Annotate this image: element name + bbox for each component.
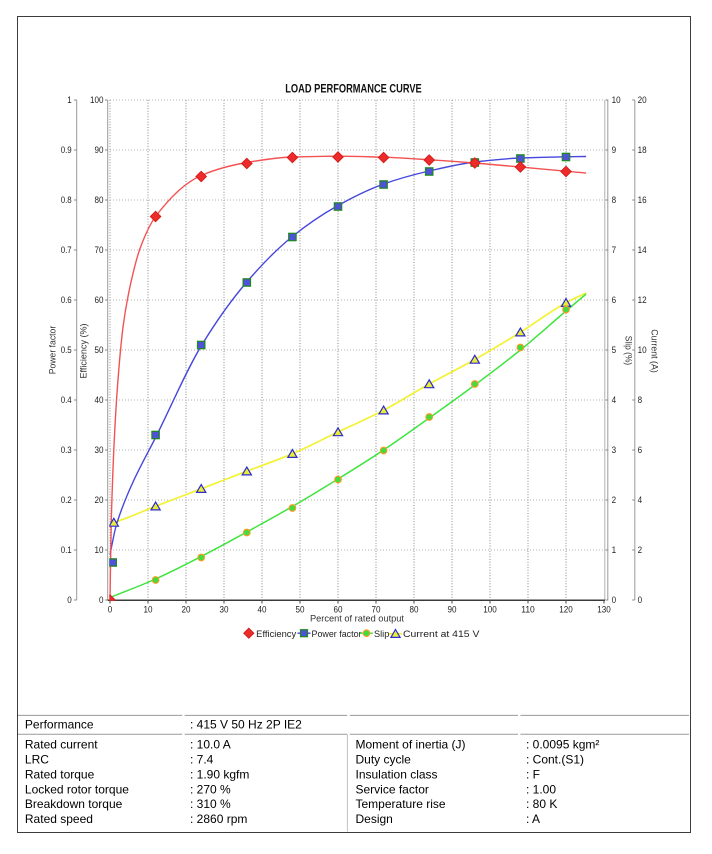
svg-text:90: 90 <box>448 604 457 615</box>
svg-text:0.5: 0.5 <box>61 345 72 356</box>
svg-text:7: 7 <box>612 245 617 256</box>
svg-text:10: 10 <box>144 604 153 615</box>
svg-text:6: 6 <box>612 295 617 306</box>
svg-text:16: 16 <box>638 195 647 206</box>
svg-text:1: 1 <box>612 545 617 556</box>
svg-text:Percent of rated output: Percent of rated output <box>310 614 405 624</box>
svg-text:20: 20 <box>95 495 104 506</box>
svg-text:0.4: 0.4 <box>61 395 72 406</box>
svg-text:2: 2 <box>638 545 643 556</box>
svg-text:Current (A): Current (A) <box>650 329 660 373</box>
svg-text:: Cont.(S1): : Cont.(S1) <box>526 753 584 767</box>
svg-text:0: 0 <box>638 595 643 606</box>
svg-text:4: 4 <box>612 395 617 406</box>
svg-text:3: 3 <box>612 445 617 456</box>
svg-text:60: 60 <box>95 295 104 306</box>
svg-text:Breakdown torque: Breakdown torque <box>25 797 123 811</box>
svg-text:14: 14 <box>638 245 647 256</box>
svg-text:130: 130 <box>597 604 611 615</box>
svg-text:Efficiency: Efficiency <box>256 629 297 639</box>
svg-text:Slip (%): Slip (%) <box>624 336 634 366</box>
svg-text:120: 120 <box>559 604 573 615</box>
svg-text:4: 4 <box>638 495 643 506</box>
svg-text:10: 10 <box>95 545 104 556</box>
svg-text:1: 1 <box>67 95 72 106</box>
svg-text:LOAD PERFORMANCE CURVE: LOAD PERFORMANCE CURVE <box>285 84 422 96</box>
svg-text:: 1.90 kgfm: : 1.90 kgfm <box>190 767 249 781</box>
svg-text:18: 18 <box>638 145 647 156</box>
svg-text:9: 9 <box>612 145 617 156</box>
svg-text:110: 110 <box>521 604 535 615</box>
svg-text:60: 60 <box>334 604 343 615</box>
svg-text:2: 2 <box>612 495 617 506</box>
svg-text:Temperature rise: Temperature rise <box>356 797 446 811</box>
svg-text:Rated speed: Rated speed <box>25 812 93 826</box>
svg-text:100: 100 <box>90 95 104 106</box>
svg-text:5: 5 <box>612 345 617 356</box>
svg-text:0.7: 0.7 <box>61 245 72 256</box>
svg-text:90: 90 <box>95 145 104 156</box>
svg-text:10: 10 <box>612 95 621 106</box>
svg-text:40: 40 <box>258 604 267 615</box>
svg-text:50: 50 <box>296 604 305 615</box>
svg-text:50: 50 <box>95 345 104 356</box>
svg-text:30: 30 <box>95 445 104 456</box>
svg-text:: 1.00: : 1.00 <box>526 782 556 796</box>
svg-text:: A: : A <box>526 812 540 826</box>
svg-text:: 10.0 A: : 10.0 A <box>190 738 231 752</box>
svg-text:: 0.0095 kgm²: : 0.0095 kgm² <box>526 738 599 752</box>
svg-text:0.1: 0.1 <box>61 545 72 556</box>
svg-text:30: 30 <box>220 604 229 615</box>
svg-text:8: 8 <box>612 195 617 206</box>
svg-text:LRC: LRC <box>25 753 49 767</box>
svg-text:80: 80 <box>95 195 104 206</box>
svg-text:: F: : F <box>526 767 540 781</box>
svg-text:0.2: 0.2 <box>61 495 72 506</box>
svg-text:80: 80 <box>410 604 419 615</box>
svg-text:Moment of inertia (J): Moment of inertia (J) <box>356 738 466 752</box>
svg-text:0: 0 <box>612 595 617 606</box>
svg-text:Efficiency (%): Efficiency (%) <box>79 324 89 379</box>
svg-text:70: 70 <box>372 604 381 615</box>
svg-text:10: 10 <box>638 345 647 356</box>
svg-text:12: 12 <box>638 295 647 306</box>
svg-text:0: 0 <box>67 595 72 606</box>
svg-text:Duty cycle: Duty cycle <box>356 753 412 767</box>
svg-text:: 80 K: : 80 K <box>526 797 557 811</box>
svg-text:: 7.4: : 7.4 <box>190 753 214 767</box>
svg-text:Design: Design <box>356 812 393 826</box>
svg-text:Slip: Slip <box>374 629 389 639</box>
svg-text:Locked rotor torque: Locked rotor torque <box>25 782 129 796</box>
svg-text:70: 70 <box>95 245 104 256</box>
svg-text:6: 6 <box>638 445 643 456</box>
svg-text:0.6: 0.6 <box>61 295 72 306</box>
svg-text:Rated torque: Rated torque <box>25 767 95 781</box>
svg-text:Power factor: Power factor <box>312 629 362 639</box>
svg-text:20: 20 <box>182 604 191 615</box>
svg-text:0: 0 <box>99 595 104 606</box>
svg-text:Rated current: Rated current <box>25 738 98 752</box>
svg-text:: 2860 rpm: : 2860 rpm <box>190 812 247 826</box>
svg-text:8: 8 <box>638 395 643 406</box>
svg-text:20: 20 <box>638 95 647 106</box>
svg-text:0: 0 <box>108 604 113 615</box>
svg-text:0.9: 0.9 <box>61 145 72 156</box>
svg-text:0.8: 0.8 <box>61 195 72 206</box>
svg-text:: 270 %: : 270 % <box>190 782 231 796</box>
svg-text:100: 100 <box>483 604 497 615</box>
svg-text:0.3: 0.3 <box>61 445 72 456</box>
svg-text:: 310 %: : 310 % <box>190 797 231 811</box>
svg-text:: 415 V 50 Hz 2P IE2: : 415 V 50 Hz 2P IE2 <box>190 718 302 732</box>
svg-text:Insulation class: Insulation class <box>356 767 438 781</box>
svg-text:Service factor: Service factor <box>356 782 429 796</box>
svg-text:Performance: Performance <box>25 718 94 732</box>
svg-text:40: 40 <box>95 395 104 406</box>
svg-text:Current at 415 V: Current at 415 V <box>403 629 479 639</box>
svg-text:Power factor: Power factor <box>48 326 58 375</box>
